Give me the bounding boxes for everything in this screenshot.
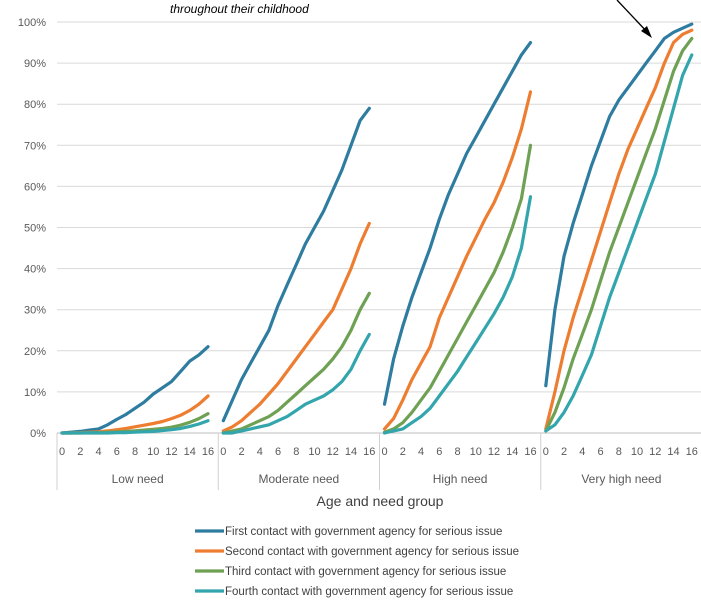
- x-tick-label: 2: [77, 446, 83, 458]
- legend-label: Fourth contact with government agency fo…: [225, 586, 513, 598]
- series-line: [221, 106, 371, 423]
- y-axis-ticks: 0% 10% 20% 30% 40% 50% 60% 70% 80% 90% 100%: [18, 17, 46, 440]
- x-tick-label: 12: [165, 446, 177, 458]
- legend-label: Third contact with government agency for…: [225, 566, 506, 578]
- x-tick-label: 0: [381, 446, 387, 458]
- x-tick-label: 10: [308, 446, 320, 458]
- x-axis-ticks: 0 2 4 6 8 10 12 14 16 0 2 4 6 8 10 12 14 16 0 2 4 6 8 10 12 14 16 0…: [59, 446, 698, 458]
- x-tick-label: 0: [59, 446, 65, 458]
- series-line: [544, 28, 694, 431]
- y-tick-label: 80%: [24, 99, 46, 111]
- y-tick-label: 20%: [24, 346, 46, 358]
- x-tick-label: 0: [543, 446, 549, 458]
- series-line: [544, 53, 694, 433]
- series-line: [544, 36, 694, 433]
- x-tick-label: 4: [95, 446, 101, 458]
- x-axis-title: Age and need group: [317, 493, 444, 509]
- y-tick-label: 60%: [24, 181, 46, 193]
- gridlines: [57, 21, 701, 393]
- y-tick-label: 30%: [24, 305, 46, 317]
- legend-label: First contact with government agency for…: [225, 526, 502, 538]
- x-tick-label: 14: [345, 446, 357, 458]
- x-tick-label: 12: [327, 446, 339, 458]
- series-line: [221, 332, 371, 435]
- x-tick-label: 16: [363, 446, 375, 458]
- x-tick-label: 6: [436, 446, 442, 458]
- x-tick-label: 14: [184, 446, 196, 458]
- y-tick-label: 50%: [24, 223, 46, 235]
- x-tick-label: 2: [238, 446, 244, 458]
- series-line: [382, 90, 533, 431]
- need-group-label: Very high need: [581, 472, 661, 486]
- x-axis: [56, 432, 701, 490]
- y-tick-label: 90%: [24, 58, 46, 70]
- x-tick-label: 8: [293, 446, 299, 458]
- x-tick-label: 0: [220, 446, 226, 458]
- x-tick-label: 4: [257, 446, 263, 458]
- series-line: [221, 221, 371, 433]
- x-tick-label: 6: [597, 446, 603, 458]
- x-tick-label: 2: [561, 446, 567, 458]
- y-tick-label: 100%: [18, 17, 46, 29]
- legend-label: Second contact with government agency fo…: [225, 546, 519, 558]
- annotation-text: throughout their childhood: [170, 2, 309, 16]
- y-tick-label: 40%: [24, 264, 46, 276]
- y-tick-label: 70%: [24, 140, 46, 152]
- need-group-label: Low need: [112, 472, 164, 486]
- x-tick-label: 6: [114, 446, 120, 458]
- y-tick-label: 0%: [30, 428, 46, 440]
- x-tick-label: 12: [649, 446, 661, 458]
- x-tick-label: 16: [686, 446, 698, 458]
- x-tick-label: 8: [132, 446, 138, 458]
- x-tick-label: 8: [616, 446, 622, 458]
- series-line: [382, 40, 533, 406]
- x-tick-label: 16: [524, 446, 536, 458]
- x-tick-label: 4: [579, 446, 585, 458]
- series-line: [382, 143, 533, 434]
- need-group-label: Moderate need: [259, 472, 340, 486]
- need-group-labels: Low need Moderate need High need Very high …: [112, 472, 662, 486]
- series-lines: [60, 22, 694, 435]
- series-line: [382, 195, 533, 435]
- x-tick-label: 16: [202, 446, 214, 458]
- x-tick-label: 14: [667, 446, 679, 458]
- need-group-label: High need: [433, 472, 488, 486]
- legend: First contact with government agency for…: [195, 526, 519, 598]
- x-tick-label: 4: [418, 446, 424, 458]
- annotation-arrow: [616, 0, 652, 38]
- x-tick-label: 2: [400, 446, 406, 458]
- y-tick-label: 10%: [24, 387, 46, 399]
- x-tick-label: 12: [488, 446, 500, 458]
- series-line: [60, 419, 210, 435]
- series-line: [60, 345, 210, 435]
- x-tick-label: 14: [506, 446, 518, 458]
- series-line: [221, 291, 371, 435]
- x-tick-label: 10: [631, 446, 643, 458]
- x-tick-label: 8: [454, 446, 460, 458]
- x-tick-label: 10: [470, 446, 482, 458]
- x-tick-label: 6: [275, 446, 281, 458]
- x-tick-label: 10: [147, 446, 159, 458]
- series-line: [544, 22, 694, 388]
